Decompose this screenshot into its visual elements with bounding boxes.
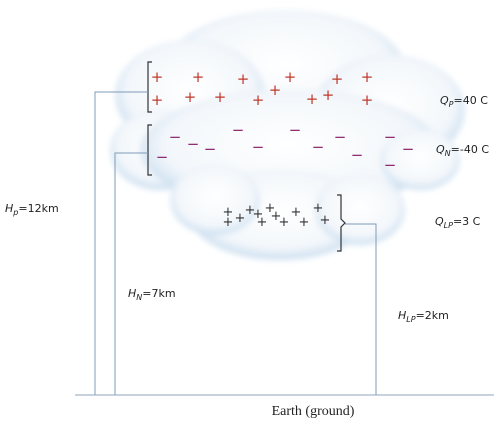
positive-charge: + [269,81,282,99]
symbol: Q [440,94,449,107]
positive-charge: + [214,88,227,106]
negative-charge: − [169,128,182,146]
positive-charge: + [361,91,374,109]
value: =2km [416,309,449,322]
value: =12km [18,202,58,215]
positive-charge: + [237,70,250,88]
negative-charge: − [252,138,265,156]
value: =7km [142,287,175,300]
positive-charge: + [151,91,164,109]
diagram: Earth (ground) ++++++++++++++−−−−−−−−−−−… [0,0,494,425]
value: =3 C [453,215,481,228]
negative-charge: − [351,146,364,164]
positive-charge: + [322,86,335,104]
symbol: H [128,287,136,300]
negative-charge: − [187,135,200,153]
symbol: Q [436,143,445,156]
negative-charge: − [402,140,415,158]
subscript: LP [444,221,453,230]
negative-charge: − [384,156,397,174]
label-q-p: QP=40 C [440,94,488,109]
lp-charge: + [299,215,310,230]
positive-charge: + [284,68,297,86]
value: =-40 C [451,143,490,156]
lp-charge: + [257,215,268,230]
positive-charge: + [151,68,164,86]
negative-charge: − [156,148,169,166]
symbol: Q [435,215,444,228]
positive-charge: + [306,90,319,108]
positive-charge: + [361,68,374,86]
symbol: H [5,202,13,215]
positive-charge: + [184,88,197,106]
negative-charge: − [312,138,325,156]
positive-charge: + [252,91,265,109]
lp-charge: + [223,215,234,230]
negative-charge: − [384,128,397,146]
positive-charge: + [192,68,205,86]
negative-charge: − [232,121,245,139]
negative-charge: − [204,140,217,158]
negative-charge: − [289,121,302,139]
subscript: LP [406,315,415,324]
negative-charge: − [334,128,347,146]
lp-charge: + [320,213,331,228]
label-h-lp: HLP=2km [398,309,449,324]
symbol: H [398,309,406,322]
value: =40 C [454,94,489,107]
label-h-n: HN=7km [128,287,176,302]
label-q-n: QN=-40 C [436,143,489,158]
lp-charge: + [279,215,290,230]
label-h-p: Hp=12km [5,202,59,217]
ground-label: Earth (ground) [272,404,355,419]
label-q-lp: QLP=3 C [435,215,481,230]
